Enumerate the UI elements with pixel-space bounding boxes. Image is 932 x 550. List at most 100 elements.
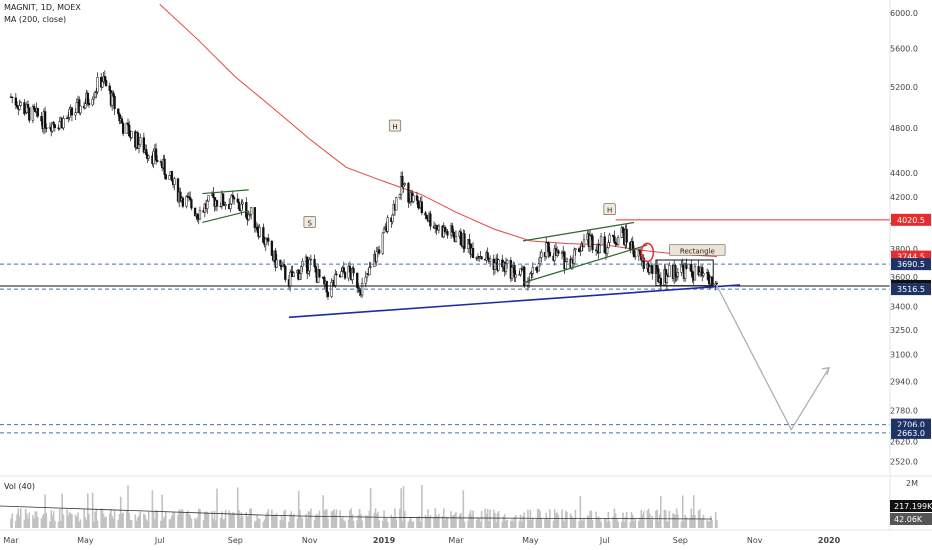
volume-bar bbox=[130, 520, 133, 528]
candle-body bbox=[245, 202, 248, 218]
price-axis-tick-label: 2520.0 bbox=[890, 457, 918, 466]
price-axis-tick-label: 3800.0 bbox=[890, 245, 918, 254]
volume-bar bbox=[325, 509, 328, 528]
volume-bar bbox=[386, 521, 389, 528]
candle-body bbox=[625, 229, 628, 243]
candle-body bbox=[651, 265, 654, 274]
volume-bar bbox=[419, 521, 422, 528]
volume-bar bbox=[438, 514, 440, 528]
volume-bar bbox=[232, 512, 234, 528]
price-level-badge bbox=[891, 250, 931, 263]
volume-bar bbox=[236, 487, 239, 528]
candle-body bbox=[684, 263, 687, 279]
candle-body bbox=[26, 103, 30, 108]
volume-bar bbox=[216, 488, 218, 528]
volume-bar bbox=[564, 510, 567, 528]
volume-bar bbox=[614, 513, 617, 528]
volume-bar bbox=[341, 517, 344, 528]
candle-body bbox=[23, 102, 26, 115]
volume-bar bbox=[112, 518, 115, 528]
volume-bar bbox=[229, 513, 232, 528]
volume-bar bbox=[207, 513, 210, 528]
candle-body bbox=[504, 263, 508, 273]
volume-bar bbox=[506, 519, 508, 528]
volume-bar bbox=[502, 516, 505, 528]
volume-bar bbox=[684, 514, 686, 528]
volume-bar bbox=[60, 520, 62, 528]
candle-body bbox=[86, 92, 89, 104]
volume-bar bbox=[101, 509, 104, 528]
volume-bar bbox=[617, 521, 619, 528]
volume-bar bbox=[180, 509, 183, 528]
volume-bar bbox=[271, 509, 273, 528]
candle-body bbox=[398, 194, 402, 199]
candle-body bbox=[185, 196, 188, 207]
volume-bar bbox=[254, 521, 256, 528]
wedge-upper-line bbox=[522, 221, 635, 242]
volume-bar bbox=[505, 520, 507, 528]
volume-bar bbox=[562, 519, 565, 528]
price-axis-tick-label: 3400.0 bbox=[890, 303, 918, 312]
volume-bar bbox=[155, 509, 157, 528]
volume-bar bbox=[411, 521, 413, 528]
volume-bar bbox=[573, 518, 576, 528]
candle-body bbox=[18, 105, 21, 110]
volume-bar bbox=[531, 518, 534, 528]
candle-body bbox=[364, 276, 367, 284]
volume-bar bbox=[293, 513, 295, 528]
candle-body bbox=[262, 227, 265, 243]
candle-body bbox=[707, 272, 710, 281]
volume-bar bbox=[620, 521, 623, 528]
volume-bar bbox=[659, 495, 662, 528]
candle-body bbox=[497, 259, 500, 271]
volume-bar bbox=[332, 511, 334, 528]
candle-body bbox=[32, 106, 36, 110]
volume-bar bbox=[358, 508, 361, 528]
volume-bar bbox=[160, 520, 162, 528]
volume-bar bbox=[266, 512, 268, 528]
volume-bar bbox=[228, 510, 231, 528]
volume-indicator-label[interactable]: Vol (40) bbox=[4, 482, 35, 491]
volume-bar bbox=[274, 514, 277, 528]
candle-body bbox=[53, 124, 57, 129]
candle-body bbox=[471, 247, 475, 259]
volume-bar bbox=[23, 519, 26, 528]
annotation-label: H bbox=[392, 123, 397, 131]
volume-bar bbox=[412, 521, 415, 528]
candle-body bbox=[101, 81, 104, 88]
volume-bar bbox=[316, 513, 318, 528]
volume-bar bbox=[700, 519, 702, 528]
volume-bar bbox=[27, 518, 29, 528]
volume-bar bbox=[16, 514, 18, 528]
volume-bar bbox=[580, 519, 583, 528]
candle-body bbox=[368, 267, 371, 276]
volume-bar bbox=[401, 520, 404, 528]
volume-bar bbox=[214, 520, 217, 528]
volume-bar bbox=[453, 513, 456, 528]
volume-bar bbox=[392, 517, 395, 528]
volume-bar bbox=[540, 517, 543, 528]
volume-bar bbox=[522, 516, 524, 528]
candle-body bbox=[253, 207, 256, 228]
candle-body bbox=[279, 259, 282, 267]
price-axis-tick-label: 2940.0 bbox=[890, 378, 918, 387]
candle-body bbox=[395, 197, 398, 211]
candle-body bbox=[648, 266, 651, 273]
candle-body bbox=[241, 202, 244, 205]
candle-body bbox=[715, 282, 719, 285]
volume-bar bbox=[657, 521, 660, 528]
time-axis-tick-label: Sep bbox=[228, 536, 243, 545]
volume-bar bbox=[61, 493, 63, 528]
volume-bar bbox=[708, 520, 711, 528]
ma-indicator-label[interactable]: MA (200, close) bbox=[4, 15, 67, 24]
volume-bar bbox=[444, 520, 446, 528]
candle-body bbox=[298, 273, 302, 280]
symbol-label[interactable]: MAGNIT, 1D, MOEX bbox=[4, 3, 81, 12]
time-axis-tick-label: May bbox=[77, 536, 94, 545]
time-axis-tick-label: May bbox=[522, 536, 539, 545]
volume-bar bbox=[581, 521, 584, 528]
candle-body bbox=[256, 226, 259, 230]
volume-bar bbox=[433, 517, 435, 528]
candle-body bbox=[591, 235, 594, 251]
